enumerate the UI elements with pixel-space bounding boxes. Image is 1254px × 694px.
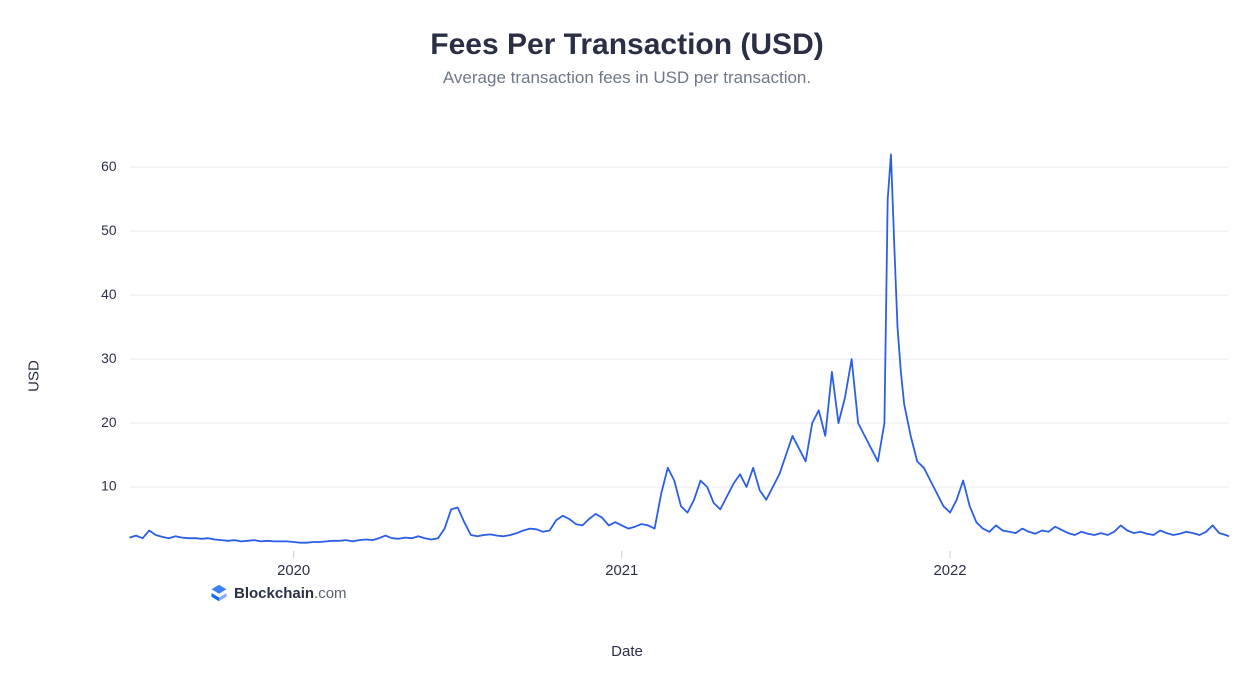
chart-subtitle: Average transaction fees in USD per tran… <box>20 68 1234 88</box>
y-tick-label: 60 <box>101 158 117 174</box>
y-axis-label: USD <box>26 360 43 392</box>
plot-area: USD 102030405060 202020212022 Date Block… <box>20 106 1234 646</box>
y-tick-label: 20 <box>101 414 117 430</box>
blockchain-logo-icon <box>210 584 228 602</box>
y-tick-label: 50 <box>101 222 117 238</box>
y-tick-label: 10 <box>101 478 117 494</box>
watermark: Blockchain.com <box>210 584 347 602</box>
watermark-brand: Blockchain.com <box>234 585 347 602</box>
x-tick-label: 2021 <box>605 562 638 579</box>
y-tick-label: 40 <box>101 286 117 302</box>
x-tick-label: 2022 <box>934 562 967 579</box>
chart-title: Fees Per Transaction (USD) <box>20 28 1234 62</box>
chart-svg: 10 20 30 40 50 60 2020 2021 2022 <box>75 106 1234 591</box>
chart-container: Fees Per Transaction (USD) Average trans… <box>0 0 1254 694</box>
series-line <box>129 154 1229 542</box>
x-tick-label: 2020 <box>277 562 310 579</box>
y-tick-label: 30 <box>101 350 117 366</box>
x-axis-label: Date <box>611 643 643 660</box>
